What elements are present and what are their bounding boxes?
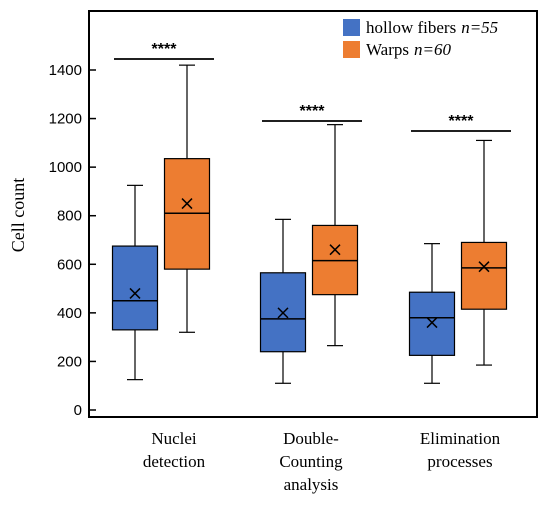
- y-tick-label: 1400: [49, 62, 82, 79]
- y-tick-label: 1200: [49, 111, 82, 128]
- x-category-label: processes: [427, 452, 492, 471]
- significance-label: ****: [152, 41, 178, 58]
- mean-marker: [129, 287, 141, 299]
- x-category-label: Elimination: [420, 429, 501, 448]
- legend-sample-size: n=55: [461, 18, 498, 37]
- legend: hollow fibers n=55 Warps n=60: [343, 18, 498, 59]
- box-hollow-fibers-1: [259, 218, 307, 384]
- box-warps-2: [460, 139, 508, 366]
- legend-swatch: [343, 41, 360, 58]
- mean-marker: [426, 317, 438, 329]
- x-axis-labels: Nuclei detection Double- Counting analysis El…: [143, 429, 501, 494]
- legend-series-name: hollow fibers: [366, 18, 456, 37]
- box-groups: [111, 64, 508, 384]
- box-warps-1: [311, 124, 359, 347]
- box-hollow-fibers-2: [408, 243, 456, 384]
- legend-entry: hollow fibers n=55: [366, 18, 498, 37]
- mean-marker: [329, 244, 341, 256]
- x-category-label: detection: [143, 452, 206, 471]
- box-hollow-fibers-0: [111, 184, 159, 381]
- y-tick-label: 200: [57, 353, 82, 370]
- y-axis: 0 200 400 600 800 1000 1200 1400: [49, 62, 96, 419]
- legend-swatch: [343, 19, 360, 36]
- legend-sample-size: n=60: [414, 40, 451, 59]
- y-axis-title: Cell count: [8, 178, 28, 253]
- y-tick-label: 0: [74, 402, 82, 419]
- x-category-label: Counting: [279, 452, 343, 471]
- y-tick-label: 1000: [49, 159, 82, 176]
- iqr-box: [111, 245, 159, 331]
- iqr-box: [460, 241, 508, 310]
- significance-bars: **** **** ****: [114, 41, 511, 132]
- mean-marker: [478, 261, 490, 273]
- x-category-label: Nuclei: [151, 429, 197, 448]
- iqr-box: [408, 291, 456, 356]
- mean-marker: [181, 198, 193, 210]
- x-category-label: analysis: [284, 475, 339, 494]
- legend-series-name: Warps: [366, 40, 409, 59]
- significance-label: ****: [449, 113, 475, 130]
- mean-marker: [277, 307, 289, 319]
- x-category-label: Double-: [283, 429, 339, 448]
- legend-entry: Warps n=60: [366, 40, 451, 59]
- significance-label: ****: [300, 103, 326, 120]
- box-warps-0: [163, 64, 211, 333]
- plot-frame: [88, 10, 538, 418]
- y-tick-label: 400: [57, 305, 82, 322]
- y-tick-label: 600: [57, 256, 82, 273]
- y-tick-label: 800: [57, 208, 82, 225]
